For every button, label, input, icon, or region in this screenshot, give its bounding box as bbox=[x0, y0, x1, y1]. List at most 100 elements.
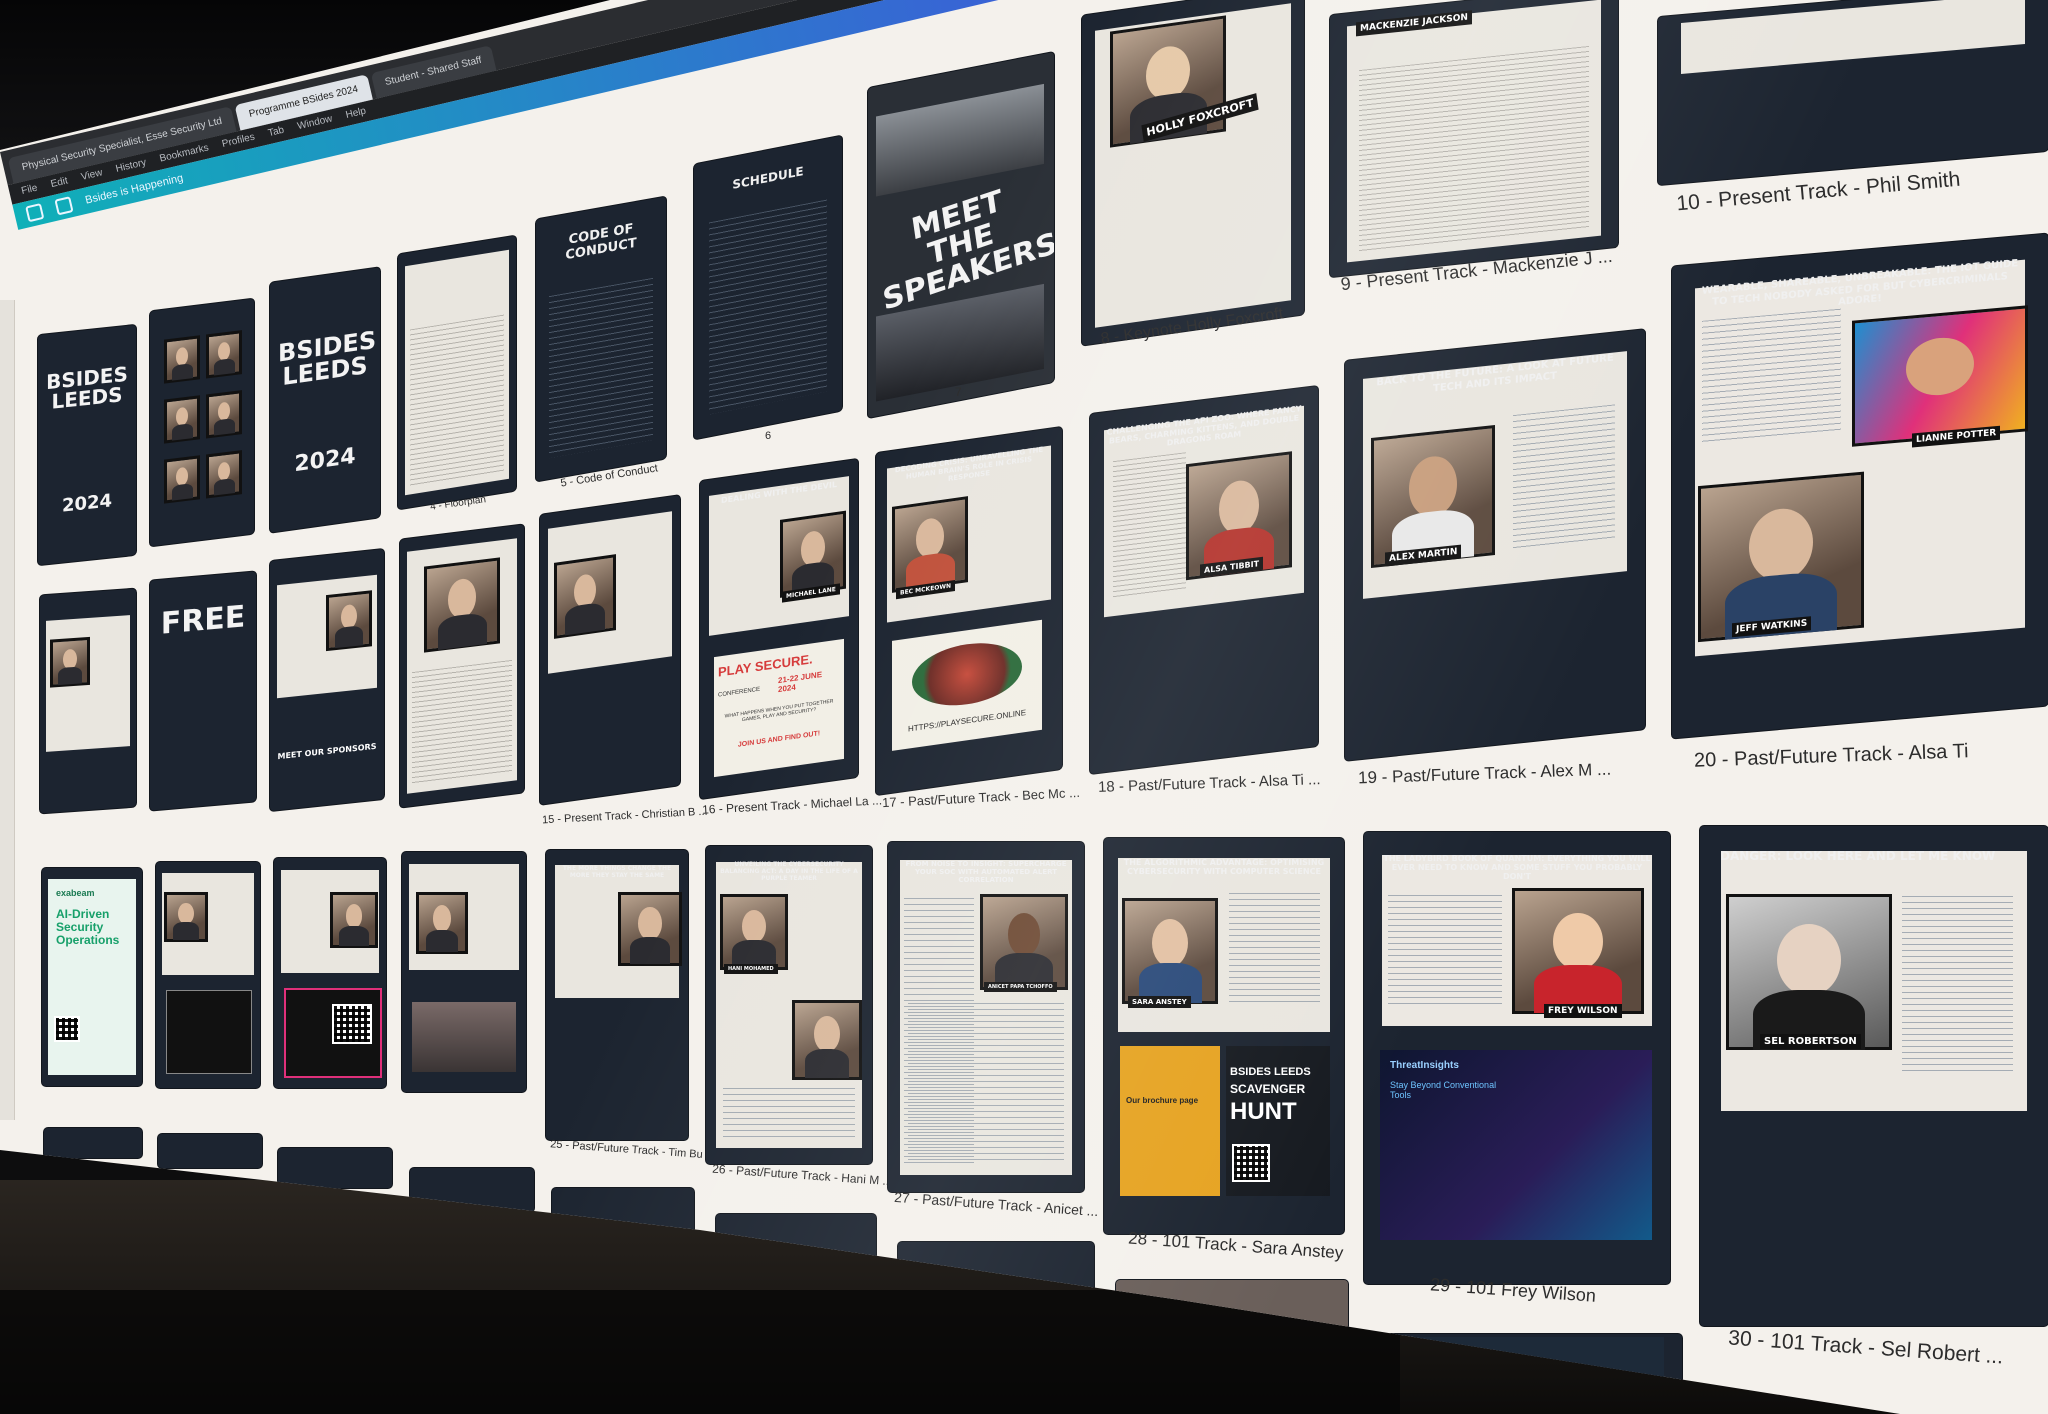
organiser-photo bbox=[206, 330, 242, 379]
left-tool-rail[interactable] bbox=[0, 300, 15, 1120]
play-dates: 21-22 JUNE 2024 bbox=[778, 669, 823, 695]
christian-caption: 15 - Present Track - Christian B ... bbox=[541, 805, 708, 827]
exabeam-brand: exabeam bbox=[56, 888, 95, 898]
hani-photo bbox=[720, 894, 788, 970]
page-thumb-holly-foxcroft[interactable]: HOLLY FOXCROFT bbox=[1082, 0, 1304, 346]
brochure-panel: Our brochure page bbox=[1120, 1046, 1220, 1196]
page-thumb-free[interactable]: FREE bbox=[150, 571, 256, 811]
organiser-photo bbox=[206, 390, 242, 439]
undo-icon[interactable] bbox=[54, 196, 74, 216]
page-thumb-tim[interactable]: THE MORE THINGS CHANGE THE MORE THEY STA… bbox=[546, 850, 688, 1140]
exabeam-qr bbox=[54, 1016, 80, 1042]
purple-heading: UNVEILING THE CYBERSECURITY BALANCING AC… bbox=[720, 861, 858, 882]
schedule-heading: SCHEDULE bbox=[732, 164, 804, 192]
sponsor-heading: MEET OUR SPONSORS bbox=[277, 741, 377, 762]
schedule-caption: 6 bbox=[765, 430, 772, 442]
page-thumb-sel[interactable]: DANGER: LOOK HERE AND LET ME KNOW SEL RO… bbox=[1700, 826, 2048, 1326]
sara-photo bbox=[1122, 898, 1218, 1004]
page-thumb-mackenzie[interactable]: MACKENZIE JACKSON bbox=[1330, 0, 1618, 278]
free-heading: FREE bbox=[160, 599, 246, 642]
page-thumb-aaron[interactable] bbox=[402, 852, 526, 1092]
threat-insights-ad: ThreatInsights Stay Beyond Conventional … bbox=[1380, 1050, 1652, 1240]
page-thumb-cover[interactable]: BSIDES LEEDS 2024 bbox=[38, 324, 136, 566]
frey-photo bbox=[1512, 888, 1644, 1014]
page-thumb-exabeam[interactable]: exabeam AI-Driven Security Operations bbox=[42, 868, 142, 1086]
tim-heading: THE MORE THINGS CHANGE THE MORE THEY STA… bbox=[562, 865, 672, 879]
play-secure-ad: PLAY SECURE. CONFERENCE 21-22 JUNE 2024 … bbox=[714, 638, 844, 778]
organiser-photo bbox=[164, 455, 200, 504]
page-thumb-meet-speakers[interactable]: MEET THE SPEAKERS bbox=[868, 51, 1054, 419]
menu-tab[interactable]: Tab bbox=[267, 124, 286, 140]
organiser-photo bbox=[164, 335, 200, 384]
sel-heading: DANGER: LOOK HERE AND LET ME KNOW bbox=[1720, 849, 1996, 863]
page-thumb-alsa[interactable]: CHALLENGING THE API ZOO: WHERE FANCY BEA… bbox=[1090, 386, 1318, 774]
michael-caption: 16 - Present Track - Michael La ... bbox=[701, 793, 883, 817]
page-thumb-jeff[interactable]: WEARABLE, SHAREABLE, UNBREAKABLE: THE IO… bbox=[1672, 233, 2048, 739]
frey-name: FREY WILSON bbox=[1544, 1004, 1622, 1018]
playsecure-map: HTTPS://PLAYSECURE.ONLINE bbox=[892, 619, 1042, 751]
page-thumb-alex[interactable]: BACK TO THE FUTURE: A LOOK AT FUTURE TEC… bbox=[1345, 329, 1645, 761]
frey-heading: THE LADYBIRD BOOK OF QUANTUM: EVERYTHING… bbox=[1383, 854, 1651, 882]
sel-photo bbox=[1726, 894, 1892, 1050]
hunt-line1: BSIDES LEEDS bbox=[1230, 1066, 1311, 1078]
anicet-photo bbox=[980, 894, 1068, 990]
sel-caption: 30 - 101 Track - Sel Robert ... bbox=[1727, 1326, 2004, 1369]
page-thumb-michael-lane[interactable]: DEALING WITH THE DEVIL MICHAEL LANE PLAY… bbox=[700, 458, 858, 800]
conduct-heading: CODE OF CONDUCT bbox=[565, 221, 637, 264]
page-thumb-row3-3[interactable] bbox=[274, 858, 386, 1088]
second-speaker-photo bbox=[792, 1000, 862, 1080]
page-thumb-anicet[interactable]: FROM NOISE TO INSIGHT: SUPERCHARGE YOUR … bbox=[888, 842, 1084, 1192]
sara-name: SARA ANSTEY bbox=[1128, 996, 1191, 1008]
page-thumb-hani[interactable]: UNVEILING THE CYBERSECURITY BALANCING AC… bbox=[706, 846, 872, 1164]
page-thumb-row4-1[interactable] bbox=[44, 1128, 142, 1158]
speakers-caption: 7 bbox=[955, 385, 962, 399]
alex-caption: 19 - Past/Future Track - Alex M ... bbox=[1357, 759, 1612, 788]
page-thumb-frey[interactable]: THE LADYBIRD BOOK OF QUANTUM: EVERYTHING… bbox=[1364, 832, 1670, 1284]
page-thumb-row2-1[interactable] bbox=[40, 588, 136, 814]
menu-file[interactable]: File bbox=[20, 182, 39, 197]
bsides-qr bbox=[332, 1004, 372, 1044]
home-icon[interactable] bbox=[25, 203, 45, 223]
page-thumb-phil-smith[interactable] bbox=[1658, 0, 2048, 186]
bec-photo bbox=[892, 496, 968, 593]
page-thumb-sara[interactable]: THE ALGORITHMIC ADVANTAGE: OPTIMISING CY… bbox=[1104, 838, 1344, 1234]
page-thumb-cover-2024[interactable]: BSIDES LEEDS 2024 bbox=[270, 267, 380, 533]
page-thumb-row4-2[interactable] bbox=[158, 1134, 262, 1168]
christian-photo bbox=[554, 554, 616, 639]
page-thumb-sponsors[interactable]: MEET OUR SPONSORS bbox=[270, 549, 384, 811]
exabeam-title: AI-Driven Security Operations bbox=[56, 907, 120, 948]
page-thumb-code-of-conduct[interactable]: CODE OF CONDUCT bbox=[536, 196, 666, 482]
desk-shadow bbox=[0, 1290, 1400, 1414]
page-thumb-bec[interactable]: DECODING CRISIS: UNRAVELLING THE HUMAN B… bbox=[876, 426, 1062, 796]
page-thumb-row3-2[interactable] bbox=[156, 862, 260, 1088]
tim-photo bbox=[618, 892, 682, 966]
cover2-year: 2024 bbox=[294, 443, 356, 478]
page-thumb-schedule[interactable]: SCHEDULE bbox=[694, 135, 842, 440]
speaker-photo bbox=[326, 590, 372, 652]
cover-title: BSIDES LEEDS bbox=[46, 361, 128, 414]
tim-caption: 25 - Past/Future Track - Tim Bu ... bbox=[549, 1138, 716, 1162]
page-thumb-organisers[interactable] bbox=[150, 298, 254, 547]
hunt-line3: HUNT bbox=[1230, 1098, 1297, 1125]
sponsor-panel bbox=[166, 990, 252, 1074]
page-thumb-heather[interactable] bbox=[400, 524, 524, 808]
speaker-photo bbox=[50, 636, 90, 688]
organiser-photo bbox=[164, 395, 200, 444]
aaron-photo bbox=[416, 892, 468, 954]
menu-edit[interactable]: Edit bbox=[49, 175, 69, 191]
page-thumb-floorplan[interactable] bbox=[398, 235, 516, 510]
hani-name: HANI MOHAMED bbox=[724, 964, 778, 974]
anicet-name: ANICET PAPA TCHOFFO bbox=[984, 982, 1057, 992]
cover-year: 2024 bbox=[61, 490, 113, 517]
page-thumb-row4-3[interactable] bbox=[278, 1148, 392, 1188]
lianne-photo bbox=[1852, 305, 2028, 447]
hani-caption: 26 - Past/Future Track - Hani M ... bbox=[711, 1161, 894, 1189]
jeff-caption: 20 - Past/Future Track - Alsa Ti bbox=[1693, 740, 1969, 772]
anicet-caption: 27 - Past/Future Track - Anicet ... bbox=[893, 1188, 1099, 1220]
play-question: WHAT HAPPENS WHEN YOU PUT TOGETHER GAMES… bbox=[724, 698, 834, 724]
page-thumb-christian[interactable] bbox=[540, 495, 680, 805]
crowd-photo bbox=[412, 1002, 516, 1072]
alsa-caption: 18 - Past/Future Track - Alsa Ti ... bbox=[1097, 771, 1321, 796]
threat-tag: Stay Beyond Conventional Tools bbox=[1390, 1080, 1497, 1100]
jeff-photo bbox=[1698, 471, 1864, 643]
